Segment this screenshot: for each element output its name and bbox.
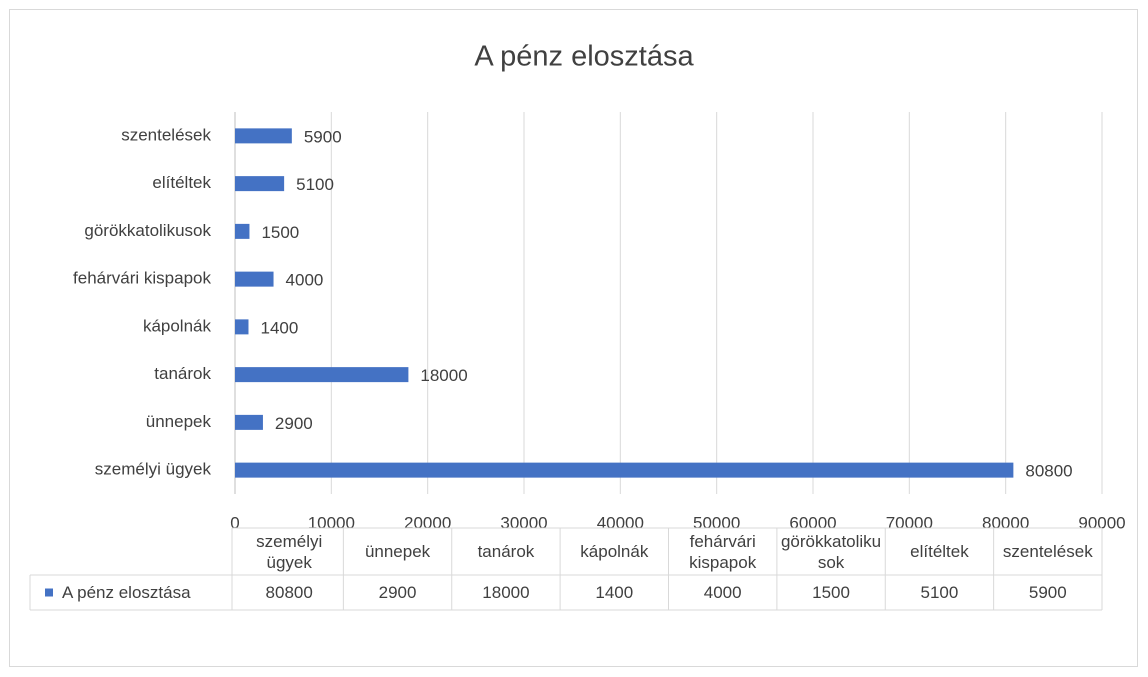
y-tick-label: elítéltek — [152, 173, 211, 192]
bar — [235, 128, 292, 144]
chart-border — [9, 9, 1138, 667]
legend-label: A pénz elosztása — [62, 583, 191, 602]
bar — [235, 462, 1014, 478]
data-label: 5100 — [296, 175, 334, 194]
data-label: 1400 — [260, 318, 298, 337]
data-label: 5900 — [304, 127, 342, 146]
table-value: 5900 — [1028, 583, 1067, 602]
data-label: 2900 — [275, 414, 313, 433]
y-tick-label: szentelések — [121, 125, 211, 144]
table-header: kápolnák — [580, 542, 649, 561]
y-tick-label: ünnepek — [146, 412, 212, 431]
data-label: 80800 — [1025, 462, 1072, 481]
data-label: 1500 — [261, 223, 299, 242]
chart-title: A pénz elosztása — [474, 41, 694, 73]
y-tick-label: személyi ügyek — [95, 460, 212, 479]
data-label: 18000 — [420, 366, 467, 385]
table-value: 1400 — [595, 583, 634, 602]
table-header: szentelések — [1002, 542, 1093, 561]
bar — [235, 319, 249, 335]
y-tick-label: görökkatolikusok — [84, 221, 211, 240]
table-header: tanárok — [477, 542, 535, 561]
data-label: 4000 — [286, 271, 324, 290]
bar — [235, 271, 274, 287]
y-tick-label: tanárok — [154, 364, 211, 383]
table-value: 2900 — [378, 583, 417, 602]
table-value: 1500 — [812, 583, 850, 602]
table-value: 5100 — [920, 583, 959, 602]
legend-swatch — [45, 588, 53, 597]
table-header: görökkatolikusok — [780, 531, 882, 572]
table-header: személyi ügyek — [256, 531, 323, 572]
table-header: elítéltek — [910, 542, 969, 561]
table-value: 80800 — [265, 583, 313, 602]
table-header: ünnepek — [364, 542, 431, 561]
x-tick-label: 0 — [230, 513, 239, 532]
bar — [235, 414, 263, 430]
y-tick-label: fehárvári kispapok — [73, 269, 211, 288]
bar — [235, 176, 285, 192]
bar — [235, 367, 409, 383]
table-value: 18000 — [482, 583, 530, 602]
bar — [235, 223, 250, 239]
y-tick-label: kápolnák — [143, 316, 212, 335]
table-value: 4000 — [703, 583, 742, 602]
table-header: fehárvári kispapok — [689, 531, 757, 572]
